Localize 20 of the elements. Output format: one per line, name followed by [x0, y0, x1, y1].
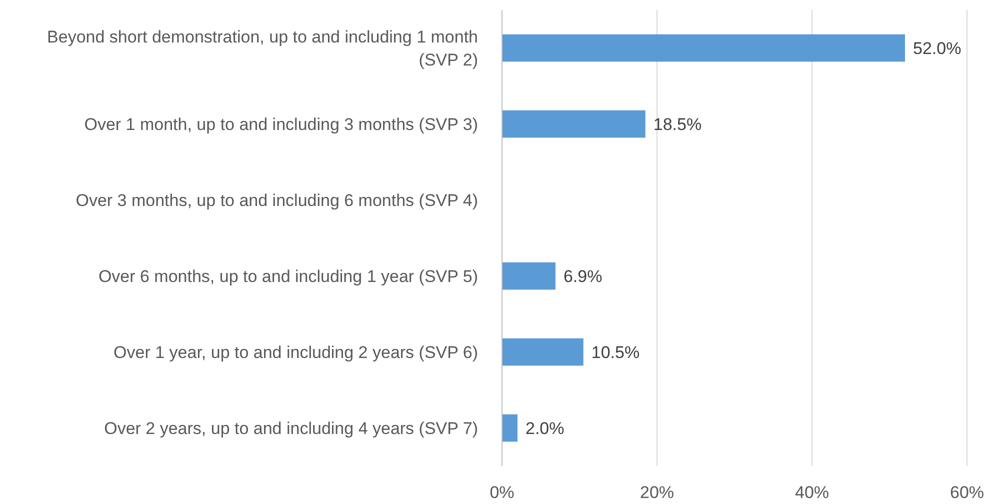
y-tick-label: Beyond short demonstration, up to and including 1 month (SVP 2): [47, 28, 478, 70]
y-tick-label: Over 6 months, up to and including 1 year (SVP 5): [98, 267, 478, 286]
y-tick-label: Over 3 months, up to and including 6 months (SVP 4): [76, 191, 478, 210]
y-tick-label: Over 1 year, up to and including 2 years (SVP 6): [114, 343, 478, 362]
bar: [502, 34, 905, 62]
bar: [502, 110, 646, 138]
x-tick-label: 40%: [794, 483, 830, 502]
data-label: 52.0%: [913, 39, 962, 58]
x-tick-label: 60%: [950, 483, 984, 502]
x-tick-label: 0%: [490, 483, 514, 502]
x-tick-label: 20%: [640, 483, 674, 502]
data-label: 18.5%: [653, 115, 702, 134]
data-label: 2.0%: [526, 419, 564, 438]
y-tick-label: Over 1 month, up to and including 3 months (SVP 3): [84, 115, 478, 134]
bar: [502, 338, 584, 366]
data-label: 10.5%: [591, 343, 640, 362]
bar: [502, 262, 556, 290]
y-tick-label: Over 2 years, up to and including 4 years (SVP 7): [104, 419, 478, 438]
bar: [502, 414, 518, 442]
data-label: 6.9%: [563, 267, 602, 286]
